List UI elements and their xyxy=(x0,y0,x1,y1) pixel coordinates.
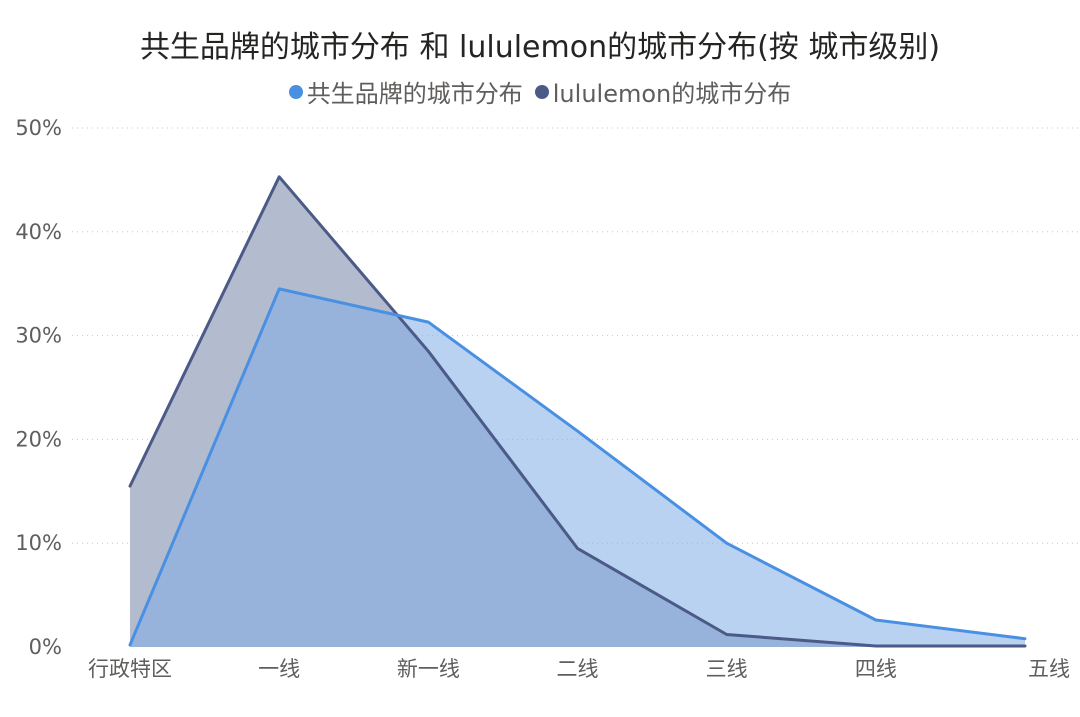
y-tick-label: 40% xyxy=(15,220,62,244)
x-tick-label: 四线 xyxy=(855,657,897,681)
x-tick-label: 新一线 xyxy=(397,657,460,681)
x-tick-label: 三线 xyxy=(706,657,748,681)
x-tick-label: 一线 xyxy=(258,657,300,681)
area-series-layer xyxy=(128,175,1027,648)
x-tick-label: 行政特区 xyxy=(88,657,172,681)
legend-item-lululemon[interactable]: lululemon的城市分布 xyxy=(534,74,792,109)
y-tick-label: 0% xyxy=(29,635,62,659)
x-tick-label: 五线 xyxy=(1028,657,1070,681)
x-tick-label: 二线 xyxy=(557,657,599,681)
legend-marker-gongsheng xyxy=(288,84,303,99)
legend-item-gongsheng[interactable]: 共生品牌的城市分布 xyxy=(288,74,523,109)
y-axis: 0% 10% 20% 30% 40% 50% xyxy=(15,116,62,659)
y-tick-label: 10% xyxy=(15,531,62,555)
legend-marker-lululemon xyxy=(534,84,549,99)
y-tick-label: 30% xyxy=(15,324,62,348)
legend-label-gongsheng: 共生品牌的城市分布 xyxy=(306,80,523,108)
y-tick-label: 20% xyxy=(15,427,62,451)
area-fill-gongsheng xyxy=(130,288,1025,647)
legend-label-lululemon: lululemon的城市分布 xyxy=(552,80,792,108)
legend: 共生品牌的城市分布 lululemon的城市分布 xyxy=(0,74,1080,109)
chart-title: 共生品牌的城市分布 和 lululemon的城市分布(按 城市级别) xyxy=(139,30,941,65)
y-tick-label: 50% xyxy=(15,116,62,140)
x-axis: 行政特区 一线 新一线 二线 三线 四线 五线 xyxy=(88,657,1070,681)
